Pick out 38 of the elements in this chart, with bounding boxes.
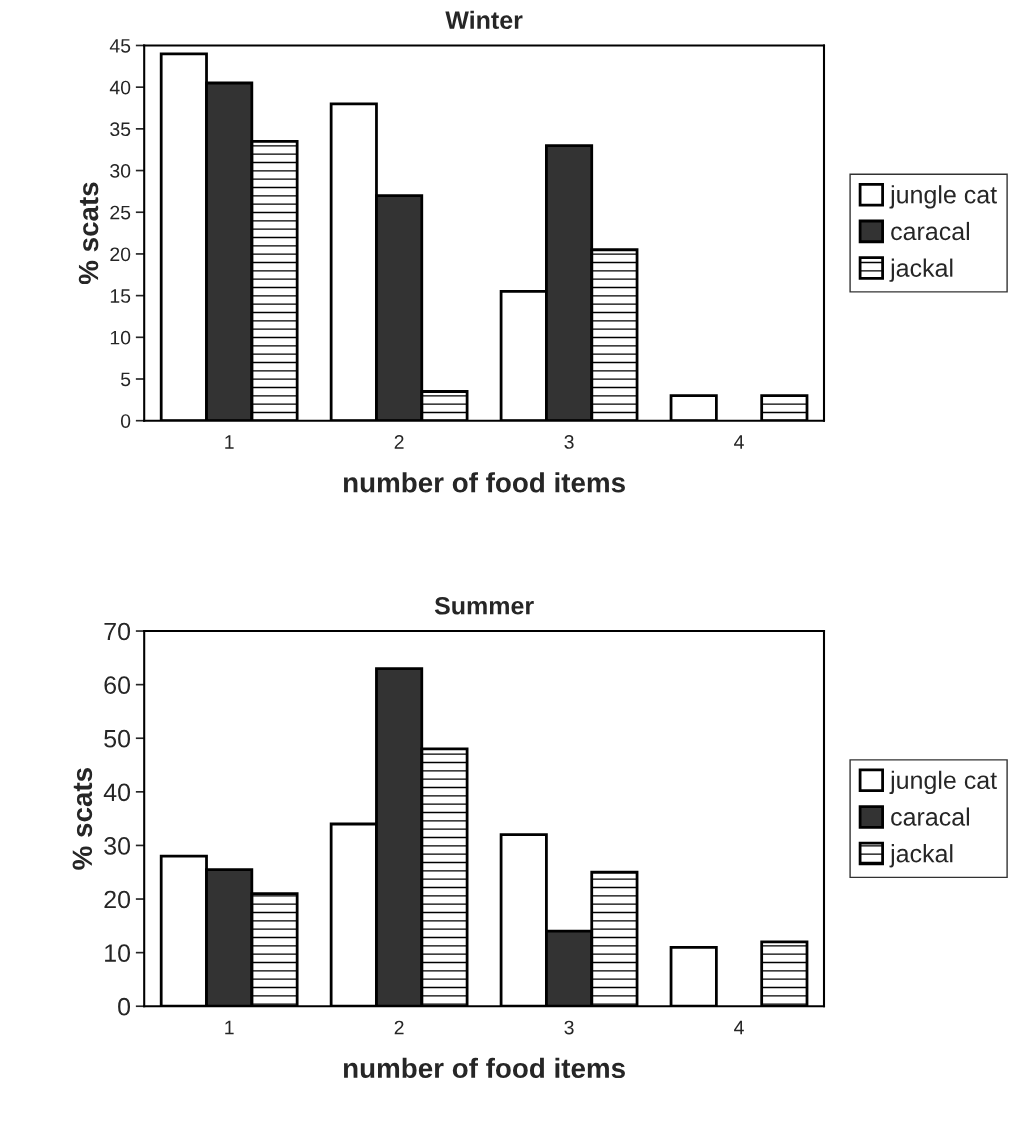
y-tick-label: 30 — [104, 837, 131, 855]
chart-title: Winter — [445, 10, 523, 30]
y-tick-label: 70 — [104, 622, 131, 641]
y-tick-label: 25 — [110, 205, 131, 220]
y-tick-label: 40 — [103, 783, 131, 802]
legend-label: jungle cat — [889, 185, 997, 209]
x-tick-label: 4 — [734, 435, 744, 449]
y-axis-title: % scats — [72, 768, 93, 870]
chart-title: Summer — [434, 596, 534, 615]
y-tick-label: 0 — [120, 414, 131, 428]
x-tick-label: 3 — [564, 435, 574, 449]
x-axis-title: number of food items — [343, 472, 625, 493]
y-tick-label: 5 — [120, 372, 131, 387]
legend-label: caracal — [891, 221, 970, 241]
x-tick-label: 4 — [734, 1020, 744, 1035]
y-tick-label: 15 — [110, 289, 131, 303]
y-tick-label: 30 — [110, 164, 131, 178]
x-axis-title: number of food items — [343, 1057, 625, 1079]
y-tick-label: 0 — [118, 997, 131, 1016]
y-tick-label: 20 — [104, 890, 131, 909]
y-axis-title: % scats — [78, 182, 99, 285]
y-tick-label: 40 — [109, 80, 131, 95]
legend-label: jackal — [889, 844, 953, 868]
y-tick-label: 60 — [104, 676, 131, 694]
y-tick-label: 10 — [110, 330, 131, 345]
legend-label: jungle cat — [889, 770, 997, 795]
legend-label: caracal — [891, 807, 970, 826]
x-tick-label: 1 — [225, 1020, 234, 1035]
y-tick-label: 35 — [110, 122, 131, 137]
x-tick-label: 1 — [225, 435, 234, 449]
y-tick-label: 50 — [104, 729, 131, 748]
x-tick-label: 2 — [394, 1020, 404, 1035]
y-tick-label: 45 — [109, 39, 131, 53]
y-tick-label: 20 — [110, 247, 131, 262]
y-tick-label: 10 — [105, 944, 131, 962]
legend-label: jackal — [889, 258, 953, 282]
x-tick-label: 3 — [564, 1020, 574, 1035]
x-tick-label: 2 — [394, 435, 404, 449]
